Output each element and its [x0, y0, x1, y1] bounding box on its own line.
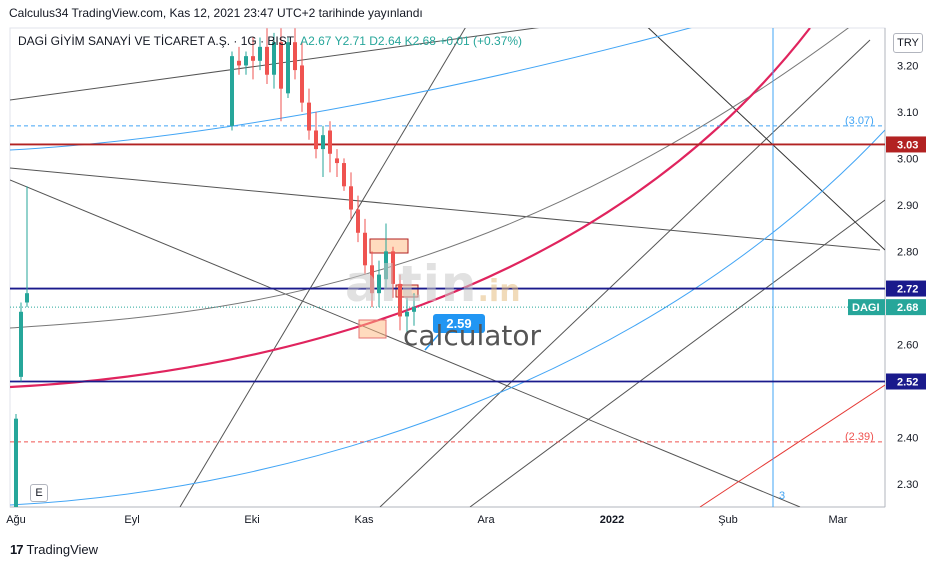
- price-tag-1: [886, 280, 926, 297]
- level-label-5: (2.39): [845, 431, 874, 443]
- x-tick-label-3: Kas: [355, 514, 374, 526]
- trendline-6[interactable]: [640, 20, 885, 251]
- x-tick-label-0: Ağu: [6, 514, 26, 526]
- y-tick-label-7: 3.20: [897, 60, 918, 72]
- currency-button[interactable]: TRY: [893, 33, 923, 53]
- trendline-8[interactable]: [699, 384, 885, 507]
- candle-body-4[interactable]: [237, 60, 241, 66]
- candle-body-20[interactable]: [349, 186, 353, 210]
- y-tick-label-4: 2.90: [897, 200, 918, 212]
- y-tick-label-1: 2.40: [897, 432, 918, 444]
- callout-bubble[interactable]: [433, 314, 485, 333]
- x-tick-label-6: Şub: [718, 514, 738, 526]
- candle-body-2[interactable]: [25, 293, 29, 303]
- candle-body-23[interactable]: [370, 265, 374, 294]
- ohlc-values: A2.67 Y2.71 D2.64 K2.68 +0.01 (+0.37%): [300, 34, 523, 48]
- symbol-tag-text-3: DAGI: [852, 302, 880, 314]
- footer: 17 TradingView: [10, 542, 98, 557]
- drawing-layer: 2.59: [10, 0, 885, 507]
- highlight-box-1[interactable]: [369, 238, 409, 254]
- x-tick-label-7: Mar: [829, 514, 848, 526]
- magenta-curve[interactable]: [10, 28, 811, 389]
- y-tick-label-5: 3.00: [897, 153, 918, 165]
- candle-body-24[interactable]: [377, 274, 381, 294]
- level-label-4: (3.07): [845, 115, 874, 127]
- price-tag-text-2: 2.52: [897, 377, 918, 389]
- candle-body-25[interactable]: [384, 251, 388, 280]
- x-tick-label-2: Eki: [244, 514, 259, 526]
- trendline-4[interactable]: [379, 39, 871, 507]
- candle-body-10[interactable]: [279, 42, 283, 89]
- x-tick-label-5: 2022: [600, 514, 624, 526]
- trendline-7[interactable]: [10, 179, 801, 507]
- y-tick-label-0: 2.30: [897, 479, 918, 491]
- candle-body-9[interactable]: [272, 42, 276, 75]
- y-tick-label-3: 2.80: [897, 246, 918, 258]
- candle-body-17[interactable]: [328, 130, 332, 154]
- trendline-1[interactable]: [10, 0, 740, 101]
- candle-body-14[interactable]: [307, 102, 311, 131]
- candle-body-6[interactable]: [251, 56, 255, 61]
- watermark-brand: altin: [345, 255, 478, 313]
- callout-pointer[interactable]: [424, 332, 441, 351]
- price-tag-2: [886, 373, 926, 390]
- x-tick-label-1: Eyl: [124, 514, 139, 526]
- price-tag-text-0: 3.03: [897, 139, 918, 151]
- candle-body-22[interactable]: [363, 232, 367, 266]
- symbol-name[interactable]: DAGİ GİYİM SANAYİ VE TİCARET A.Ş. · 1G ·…: [18, 34, 295, 48]
- publisher-line: Calculus34 TradingView.com, Kas 12, 2021…: [9, 6, 423, 20]
- candle-body-26[interactable]: [391, 251, 395, 284]
- y-tick-label-2: 2.60: [897, 339, 918, 351]
- candle-body-7[interactable]: [258, 46, 262, 61]
- y-tick-label-6: 3.10: [897, 107, 918, 119]
- candle-body-13[interactable]: [300, 65, 304, 103]
- last-price-tag: [886, 299, 926, 316]
- candle-body-19[interactable]: [342, 163, 346, 187]
- candle-body-21[interactable]: [356, 209, 360, 233]
- watermark-suffix: .in: [477, 274, 521, 309]
- price-tag-0: [886, 136, 926, 153]
- price-tag-text-1: 2.72: [897, 284, 918, 296]
- trendline-2[interactable]: [10, 167, 881, 251]
- candle-body-0[interactable]: [14, 418, 18, 507]
- candle-body-16[interactable]: [321, 135, 325, 150]
- candle-body-8[interactable]: [265, 46, 269, 75]
- last-price-text: 2.68: [897, 302, 918, 314]
- blue-arc-top[interactable]: [10, 0, 790, 151]
- candle-body-5[interactable]: [244, 56, 248, 66]
- x-tick-label-4: Ara: [477, 514, 495, 526]
- candle-body-3[interactable]: [230, 56, 234, 126]
- candle-body-11[interactable]: [286, 42, 290, 94]
- callout-label[interactable]: 2.59: [446, 316, 471, 331]
- symbol-tag-3: [848, 299, 885, 316]
- earnings-badge[interactable]: E: [30, 484, 48, 502]
- chart-legend: DAGİ GİYİM SANAYİ VE TİCARET A.Ş. · 1G ·…: [18, 34, 522, 48]
- trendline-5[interactable]: [469, 199, 885, 507]
- candle-body-15[interactable]: [314, 130, 318, 150]
- watermark: altin.in calculator: [345, 255, 541, 352]
- candle-body-18[interactable]: [335, 158, 339, 164]
- candle-body-29[interactable]: [412, 307, 416, 312]
- blue-arc-bottom[interactable]: [10, 129, 885, 506]
- trendline-3[interactable]: [179, 20, 470, 507]
- grey-arc[interactable]: [10, 0, 885, 329]
- watermark-sub: calculator: [403, 319, 542, 352]
- footer-brand[interactable]: TradingView: [26, 542, 99, 557]
- candle-body-12[interactable]: [293, 42, 297, 71]
- vertical-marker-label: 3: [779, 490, 785, 502]
- candle-body-28[interactable]: [405, 311, 409, 317]
- candle-body-27[interactable]: [398, 283, 402, 317]
- candle-body-1[interactable]: [19, 311, 23, 377]
- tradingview-logo-icon: 17: [10, 542, 24, 557]
- highlight-box-3[interactable]: [358, 319, 387, 339]
